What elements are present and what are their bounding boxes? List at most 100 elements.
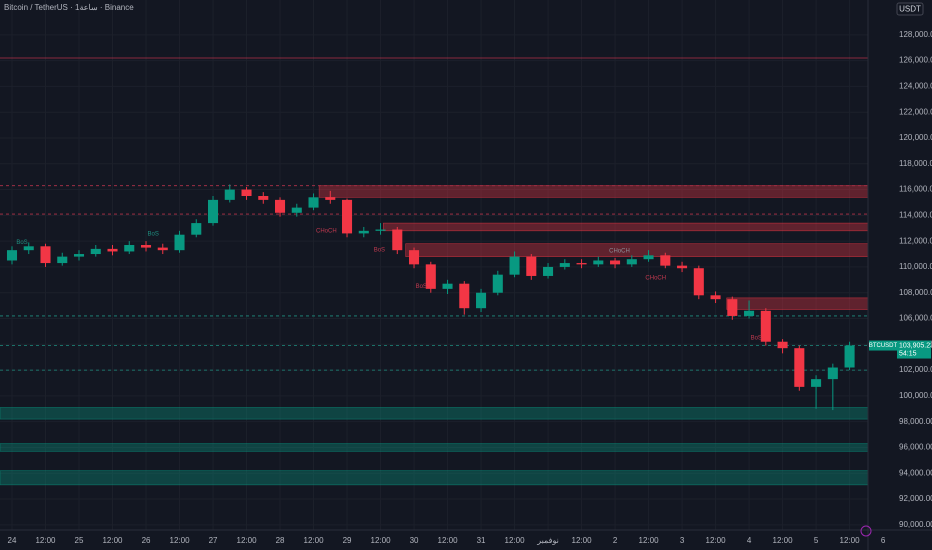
x-tick-label: 5: [814, 536, 819, 545]
y-tick-label: 126,000.00: [899, 56, 932, 65]
annotation: CHoCH: [316, 228, 337, 234]
x-tick-label: 12:00: [639, 536, 660, 545]
candle-body: [492, 274, 503, 293]
candle-body: [660, 255, 671, 266]
x-tick-label: 12:00: [237, 536, 258, 545]
x-tick-label: 12:00: [35, 536, 56, 545]
candle-body: [342, 199, 353, 234]
candle-body: [559, 263, 570, 267]
x-tick-label: 24: [8, 536, 17, 545]
annotation: CHoCH: [609, 248, 630, 254]
x-tick-label: 12:00: [572, 536, 593, 545]
x-tick-label: نوفمبر: [536, 536, 559, 545]
y-tick-label: 110,000.00: [899, 262, 932, 271]
x-tick-label: 12:00: [438, 536, 459, 545]
candle-body: [392, 229, 403, 251]
icon[interactable]: [860, 525, 872, 537]
candle-body: [308, 197, 319, 208]
x-tick-label: 29: [343, 536, 352, 545]
currency-label[interactable]: USDT: [899, 5, 921, 14]
y-tick-label: 120,000.00: [899, 133, 932, 142]
zone: [0, 443, 869, 452]
candle-body: [693, 268, 704, 296]
x-tick-label: 12:00: [102, 536, 123, 545]
candle-body: [727, 299, 738, 316]
y-tick-label: 116,000.00: [899, 185, 932, 194]
candle-body: [794, 348, 805, 387]
x-tick-label: 12:00: [773, 536, 794, 545]
y-tick-label: 102,000.00: [899, 365, 932, 374]
x-tick-label: 2: [613, 536, 618, 545]
candle-body: [593, 260, 604, 265]
x-tick-label: 12:00: [170, 536, 191, 545]
candle-body: [610, 260, 621, 265]
candle-body: [509, 256, 520, 275]
candle-body: [40, 246, 51, 264]
candle-body: [191, 223, 202, 235]
x-tick-label: 4: [747, 536, 752, 545]
y-tick-label: 94,000.00: [899, 468, 932, 477]
candle-body: [844, 345, 855, 368]
candle-body: [107, 248, 118, 252]
x-tick-label: 26: [142, 536, 151, 545]
last-price-label: 103,905.23: [899, 342, 932, 349]
y-tick-label: 100,000.00: [899, 391, 932, 400]
candle-body: [140, 245, 152, 248]
candle-body: [543, 266, 554, 276]
annotation: BoS: [16, 240, 27, 246]
candle-body: [174, 234, 185, 251]
x-tick-label: 12:00: [706, 536, 727, 545]
candle-body: [677, 265, 688, 269]
candle-body: [124, 245, 135, 252]
candle-body: [526, 256, 537, 276]
symbol-label: BTCUSDT: [869, 343, 898, 349]
y-tick-label: 96,000.00: [899, 443, 932, 452]
symbol-tag: [869, 340, 897, 351]
candle-body: [744, 310, 755, 316]
zone: [318, 185, 869, 198]
annotation: BoS: [751, 335, 762, 341]
y-tick-label: 122,000.00: [899, 107, 932, 116]
annotation: CHoCH: [645, 275, 666, 281]
candle-body: [23, 246, 34, 251]
x-tick-label: 28: [276, 536, 285, 545]
candle-body: [241, 189, 252, 197]
candle-body: [57, 256, 68, 264]
y-tick-label: 124,000.00: [899, 82, 932, 91]
candle-body: [157, 247, 168, 251]
candle-body: [207, 199, 219, 224]
candle-body: [827, 367, 838, 380]
x-tick-label: 12:00: [840, 536, 861, 545]
zone: [405, 243, 869, 257]
price-tag: [897, 340, 931, 359]
y-tick-label: 118,000.00: [899, 159, 932, 168]
currency-button[interactable]: [896, 2, 924, 16]
y-tick-label: 114,000.00: [899, 210, 932, 219]
candle-body: [476, 292, 487, 309]
x-tick-label: 12:00: [505, 536, 526, 545]
candle-body: [576, 263, 587, 265]
candle-body: [73, 254, 85, 257]
candle-body: [90, 248, 101, 255]
candle-body: [275, 199, 286, 213]
x-tick-label: 25: [75, 536, 84, 545]
annotation: BoS: [416, 284, 427, 290]
x-tick-label: 30: [410, 536, 419, 545]
countdown: 54:15: [899, 350, 917, 357]
zone: [0, 470, 869, 486]
y-tick-label: 108,000.00: [899, 288, 932, 297]
candle-body: [643, 255, 654, 260]
candle-body: [459, 283, 470, 309]
candle-body: [442, 283, 453, 289]
candle-body: [710, 295, 721, 300]
y-tick-label: 128,000.00: [899, 30, 932, 39]
x-tick-label: 12:00: [371, 536, 392, 545]
annotation: BoS: [148, 232, 159, 238]
candle-body: [760, 310, 771, 342]
candle-body: [777, 341, 788, 349]
candle-body: [258, 196, 269, 200]
y-tick-label: 90,000.00: [899, 520, 932, 529]
candle-body: [626, 259, 637, 265]
candle-body: [425, 264, 436, 289]
